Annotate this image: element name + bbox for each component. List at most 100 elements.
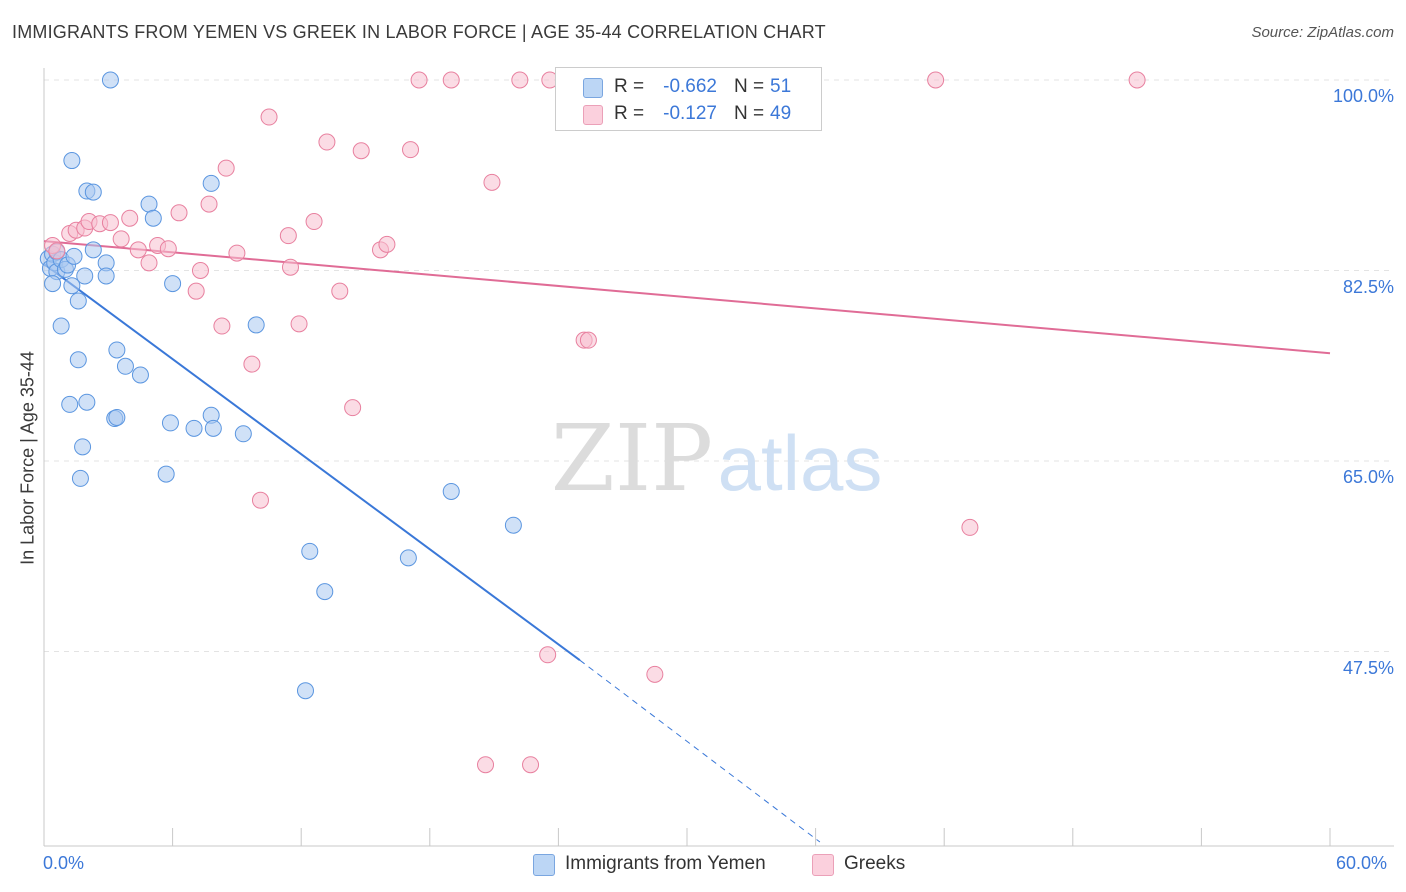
data-point — [234, 425, 252, 443]
data-point — [48, 242, 66, 260]
data-point — [121, 209, 139, 227]
data-point — [76, 267, 94, 285]
legend-label-yemen: Immigrants from Yemen — [565, 853, 766, 874]
data-point — [281, 258, 299, 276]
r-value: -0.662 — [663, 76, 717, 97]
watermark-atlas: atlas — [718, 419, 883, 507]
data-point — [378, 235, 396, 253]
y-tick-label: 47.5% — [1342, 657, 1394, 678]
series-yemen — [39, 71, 522, 700]
data-point — [129, 241, 147, 259]
data-point — [279, 227, 297, 245]
data-point — [251, 491, 269, 509]
watermark: ZIP atlas — [551, 405, 882, 512]
data-point — [504, 516, 522, 534]
legend-swatch-greeks — [812, 854, 834, 876]
legend-swatch-yemen — [583, 78, 603, 98]
data-point — [161, 414, 179, 432]
data-point — [305, 213, 323, 231]
data-point — [511, 71, 529, 89]
legend-swatch-greeks — [583, 105, 603, 125]
trend-line-extension — [579, 659, 821, 843]
data-point — [63, 277, 81, 295]
series-legend: Immigrants from Yemen Greeks — [0, 852, 1406, 878]
data-point — [522, 756, 540, 774]
n-label: N = — [734, 103, 765, 124]
trend-lines — [43, 240, 1331, 843]
data-point — [927, 71, 945, 89]
data-point — [101, 214, 119, 232]
legend-swatch-yemen — [533, 854, 555, 876]
data-point — [78, 393, 96, 411]
data-point — [204, 419, 222, 437]
data-point — [164, 275, 182, 293]
data-point — [442, 71, 460, 89]
data-point — [69, 292, 87, 310]
data-point — [247, 316, 265, 334]
data-point — [101, 71, 119, 89]
data-point — [399, 549, 417, 567]
data-point — [352, 142, 370, 160]
axes — [43, 68, 1394, 847]
data-point — [202, 174, 220, 192]
data-point — [65, 247, 83, 265]
data-point — [84, 183, 102, 201]
r-label: R = — [614, 103, 645, 124]
data-point — [44, 275, 62, 293]
n-value: 51 — [770, 76, 792, 97]
data-point — [477, 756, 495, 774]
n-value: 49 — [770, 103, 792, 124]
y-tick-label: 82.5% — [1342, 276, 1394, 297]
data-point — [108, 341, 126, 359]
data-point — [71, 469, 89, 487]
data-point — [69, 351, 87, 369]
data-point — [131, 366, 149, 384]
data-point — [116, 357, 134, 375]
data-point — [187, 282, 205, 300]
data-point — [410, 71, 428, 89]
data-point — [318, 133, 336, 151]
data-point — [316, 583, 334, 601]
stats-row-greeks: R = -0.127 N = 49 — [556, 101, 821, 127]
stats-legend: R = -0.662 N = 51 R = -0.127 N = 49 — [555, 67, 822, 131]
data-point — [84, 241, 102, 259]
data-point — [74, 438, 92, 456]
data-point — [296, 682, 314, 700]
y-tick-label: 100.0% — [1332, 86, 1394, 106]
data-points — [39, 71, 1146, 774]
data-point — [185, 419, 203, 437]
data-point — [213, 317, 231, 335]
data-point — [344, 399, 362, 417]
data-point — [579, 331, 597, 349]
source-note: Source: ZipAtlas.com — [1251, 24, 1394, 41]
series-greeks — [44, 71, 1146, 774]
data-point — [144, 209, 162, 227]
data-point — [1128, 71, 1146, 89]
data-point — [112, 230, 130, 248]
data-point — [217, 159, 235, 177]
data-point — [228, 244, 246, 262]
y-axis-label: In Labor Force | Age 35-44 — [17, 351, 38, 565]
n-label: N = — [734, 76, 765, 97]
data-point — [52, 317, 70, 335]
r-label: R = — [614, 76, 645, 97]
data-point — [61, 395, 79, 413]
data-point — [63, 152, 81, 170]
data-point — [170, 204, 188, 222]
x-tick-max: 60.0% — [1336, 853, 1388, 873]
data-point — [260, 108, 278, 126]
data-point — [961, 518, 979, 536]
r-value: -0.127 — [663, 103, 717, 124]
data-point — [200, 195, 218, 213]
data-point — [157, 465, 175, 483]
data-point — [402, 141, 420, 159]
watermark-zip: ZIP — [551, 405, 713, 512]
data-point — [290, 315, 308, 333]
data-point — [331, 282, 349, 300]
data-point — [140, 254, 158, 272]
data-point — [159, 240, 177, 258]
data-point — [539, 646, 557, 664]
data-point — [191, 262, 209, 279]
chart-title: IMMIGRANTS FROM YEMEN VS GREEK IN LABOR … — [12, 22, 826, 42]
